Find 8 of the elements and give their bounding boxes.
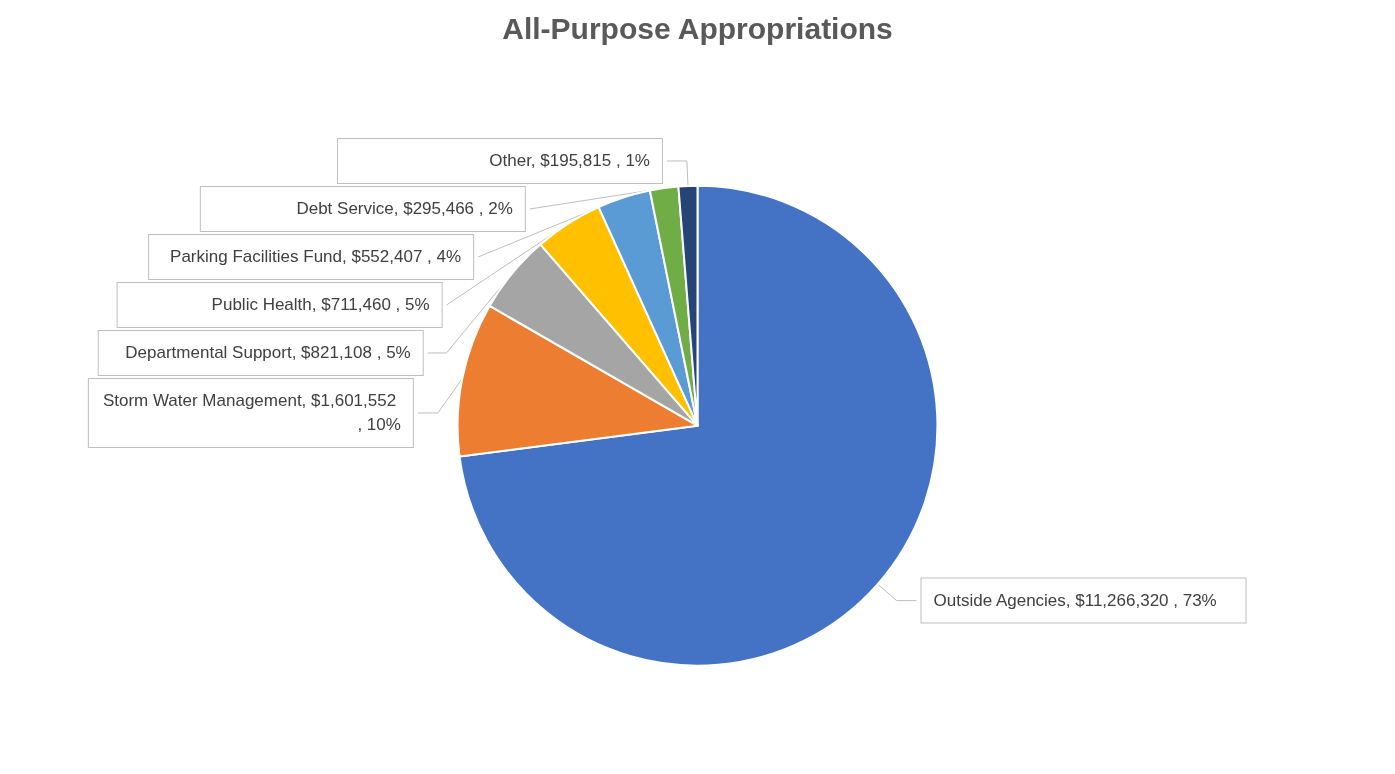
slice-label: Other, $195,815 , 1% <box>489 151 650 171</box>
slice-label: Storm Water Management, $1,601,552 , 10% <box>102 391 401 435</box>
slice-label: Outside Agencies, $11,266,320 , 73% <box>933 591 1217 611</box>
slice-label: Departmental Support, $821,108 , 5% <box>125 343 411 363</box>
slice-label: Public Health, $711,460 , 5% <box>211 295 430 315</box>
slice-label: Debt Service, $295,466 , 2% <box>296 199 513 219</box>
slice-label: Parking Facilities Fund, $552,407 , 4% <box>170 247 462 267</box>
chart-title: All-Purpose Appropriations <box>502 11 893 45</box>
